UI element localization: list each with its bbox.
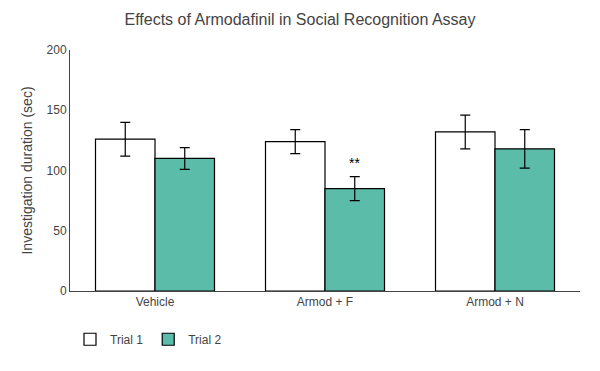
svg-text:Vehicle: Vehicle	[136, 295, 175, 309]
svg-text:Investigation duration (sec): Investigation duration (sec)	[19, 86, 35, 254]
svg-text:0: 0	[60, 284, 67, 298]
svg-text:Armod + F: Armod + F	[297, 295, 353, 309]
svg-text:100: 100	[47, 164, 67, 178]
svg-text:Trial 2: Trial 2	[188, 333, 221, 347]
svg-text:**: **	[349, 155, 360, 171]
svg-text:Trial 1: Trial 1	[110, 333, 143, 347]
svg-text:150: 150	[47, 103, 67, 117]
svg-text:Effects of Armodafinil in Soci: Effects of Armodafinil in Social Recogni…	[125, 11, 476, 28]
svg-text:Armod + N: Armod + N	[466, 295, 524, 309]
svg-text:50: 50	[53, 224, 67, 238]
svg-text:200: 200	[47, 43, 67, 57]
